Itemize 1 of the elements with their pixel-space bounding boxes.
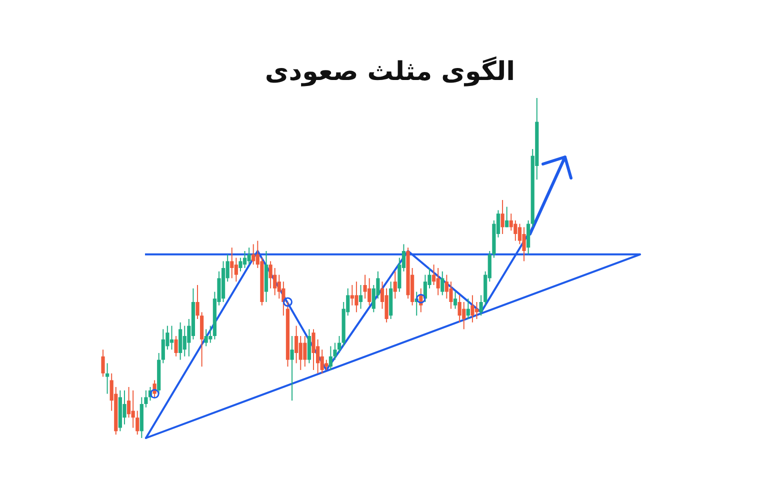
- chart-title: الگوی مثلث صعودی: [264, 56, 516, 87]
